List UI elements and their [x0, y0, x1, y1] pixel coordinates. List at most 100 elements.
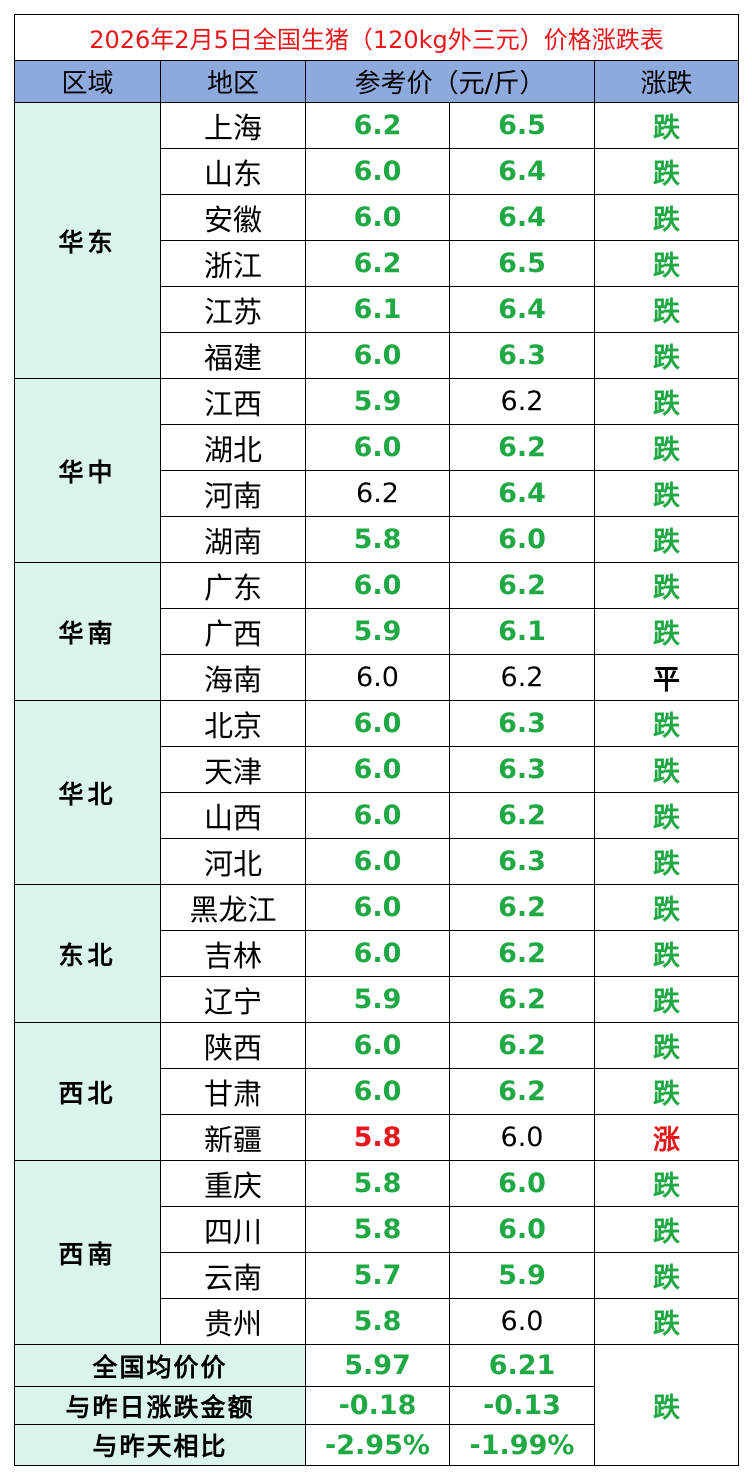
price-high-cell: 6.0 [449, 1298, 595, 1345]
area-cell: 北京 [160, 700, 306, 747]
trend-cell: 跌 [593, 792, 740, 839]
price-low-cell: 6.2 [305, 102, 450, 149]
trend-cell: 跌 [593, 1252, 740, 1299]
table-row: 湖北 6.0 6.2 跌 [15, 424, 740, 471]
area-cell: 天津 [160, 746, 306, 793]
area-cell: 江西 [160, 378, 306, 425]
trend-cell: 跌 [593, 102, 740, 149]
trend-cell: 平 [593, 654, 740, 701]
price-low-cell: 5.8 [305, 1114, 450, 1161]
table-row: 华中 江西 5.9 6.2 跌 [14, 378, 740, 563]
header-trend: 涨跌 [593, 60, 740, 103]
price-high-cell: 6.4 [449, 148, 595, 195]
price-high-cell: 6.2 [449, 976, 595, 1023]
table-row: 新疆 5.8 6.0 涨 [15, 1114, 740, 1161]
daily-change-percent-high: -1.99% [449, 1424, 595, 1466]
price-high-cell: 6.0 [449, 1114, 595, 1161]
price-high-cell: 6.2 [449, 884, 595, 931]
price-high-cell: 6.2 [449, 1068, 595, 1115]
table-row: 西南 重庆 5.8 6.0 跌 [14, 1160, 740, 1345]
table-row: 甘肃 6.0 6.2 跌 [15, 1068, 740, 1115]
price-low-cell: 5.8 [305, 1206, 450, 1253]
header-region: 区域 [14, 60, 161, 103]
price-high-cell: 6.4 [449, 194, 595, 241]
national-average-row: 全国均价价 5.97 6.21 跌 [14, 1344, 740, 1466]
price-high-cell: 6.3 [449, 838, 595, 885]
area-cell: 吉林 [160, 930, 306, 977]
national-average-high: 6.21 [449, 1344, 595, 1387]
price-low-cell: 5.8 [305, 1298, 450, 1345]
price-low-cell: 5.7 [305, 1252, 450, 1299]
price-low-cell: 6.0 [305, 148, 450, 195]
price-low-cell: 6.0 [305, 792, 450, 839]
price-high-cell: 6.4 [449, 470, 595, 517]
header-price: 参考价（元/斤） [305, 60, 595, 103]
trend-cell: 跌 [593, 1298, 740, 1345]
price-low-cell: 5.8 [305, 1160, 450, 1207]
table-row: 华东 上海 6.2 6.5 跌 [14, 102, 740, 379]
national-average-label: 全国均价价 [14, 1344, 306, 1387]
table-row: 山西 6.0 6.2 跌 [15, 792, 740, 839]
region-cell: 华南 [14, 562, 161, 701]
region-cell: 华东 [14, 102, 161, 379]
price-low-cell: 6.0 [305, 746, 450, 793]
price-high-cell: 6.5 [449, 240, 595, 287]
title-row: 2026年2月5日全国生猪（120kg外三元）价格涨跌表 [13, 14, 740, 61]
price-high-cell: 6.2 [449, 930, 595, 977]
price-high-cell: 6.3 [449, 746, 595, 793]
trend-cell: 涨 [593, 1114, 740, 1161]
trend-cell: 跌 [593, 240, 740, 287]
price-low-cell: 6.0 [305, 194, 450, 241]
pig-price-table: 2026年2月5日全国生猪（120kg外三元）价格涨跌表 区域 地区 参考价（元… [13, 14, 740, 1466]
price-low-cell: 5.9 [305, 976, 450, 1023]
table-row: 吉林 6.0 6.2 跌 [15, 930, 740, 977]
area-cell: 山西 [160, 792, 306, 839]
area-cell: 海南 [160, 654, 306, 701]
price-low-cell: 6.0 [305, 700, 450, 747]
daily-change-amount-high: -0.13 [449, 1386, 595, 1425]
price-low-cell: 6.0 [305, 332, 450, 379]
price-low-cell: 6.0 [305, 930, 450, 977]
table-row: 贵州 5.8 6.0 跌 [15, 1298, 740, 1345]
price-high-cell: 6.2 [449, 562, 595, 609]
area-cell: 广西 [160, 608, 306, 655]
price-low-cell: 5.8 [305, 516, 450, 563]
area-cell: 陕西 [160, 1022, 306, 1069]
trend-cell: 跌 [593, 424, 740, 471]
table-row: 江苏 6.1 6.4 跌 [15, 286, 740, 333]
area-cell: 湖南 [160, 516, 306, 563]
table-row: 云南 5.7 5.9 跌 [15, 1252, 740, 1299]
table-row: 西北 陕西 6.0 6.2 跌 [14, 1022, 740, 1161]
trend-cell: 跌 [593, 930, 740, 977]
area-cell: 四川 [160, 1206, 306, 1253]
area-cell: 黑龙江 [160, 884, 306, 931]
price-high-cell: 6.1 [449, 608, 595, 655]
daily-change-amount-label: 与昨日涨跌金额 [14, 1386, 306, 1425]
table-row: 东北 黑龙江 6.0 6.2 跌 [14, 884, 740, 1023]
area-cell: 湖北 [160, 424, 306, 471]
table-row: 广西 5.9 6.1 跌 [15, 608, 740, 655]
price-high-cell: 5.9 [449, 1252, 595, 1299]
area-cell: 河南 [160, 470, 306, 517]
price-low-cell: 6.0 [305, 654, 450, 701]
price-low-cell: 6.2 [305, 240, 450, 287]
price-low-cell: 5.9 [305, 378, 450, 425]
price-high-cell: 6.3 [449, 700, 595, 747]
table-row: 福建 6.0 6.3 跌 [15, 332, 740, 379]
area-cell: 福建 [160, 332, 306, 379]
trend-cell: 跌 [593, 516, 740, 563]
area-cell: 新疆 [160, 1114, 306, 1161]
area-cell: 浙江 [160, 240, 306, 287]
table-row: 河南 6.2 6.4 跌 [15, 470, 740, 517]
trend-cell: 跌 [593, 608, 740, 655]
area-cell: 江苏 [160, 286, 306, 333]
trend-cell: 跌 [593, 1068, 740, 1115]
area-cell: 贵州 [160, 1298, 306, 1345]
table-title: 2026年2月5日全国生猪（120kg外三元）价格涨跌表 [13, 14, 740, 61]
area-cell: 安徽 [160, 194, 306, 241]
trend-cell: 跌 [593, 884, 740, 931]
price-low-cell: 6.0 [305, 838, 450, 885]
region-cell: 西北 [14, 1022, 161, 1161]
price-low-cell: 6.0 [305, 1068, 450, 1115]
trend-cell: 跌 [593, 1022, 740, 1069]
